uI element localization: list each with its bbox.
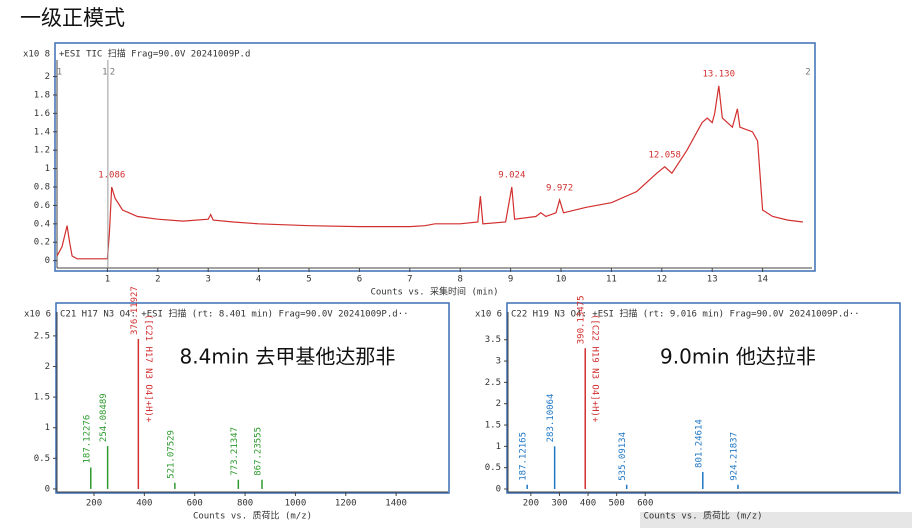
range-marker: 2 <box>110 68 115 78</box>
peak-label: 773.21347 <box>230 427 240 476</box>
x-tick-label: 600 <box>637 499 653 509</box>
x-tick-label: 2 <box>155 275 160 285</box>
range-marker: 1 <box>57 68 62 78</box>
peak-label: 924.21837 <box>729 432 739 481</box>
page-title: 一级正模式 <box>20 6 125 30</box>
y-tick-label: 0 <box>45 484 50 494</box>
y-multiplier: x10 6 <box>24 310 51 320</box>
x-tick-label: 6 <box>357 275 362 285</box>
y-tick-label: 0 <box>45 256 50 266</box>
x-tick-label: 600 <box>187 499 203 509</box>
x-tick-label: 12 <box>656 275 667 285</box>
x-tick-label: 8 <box>457 275 462 285</box>
chart-frame <box>55 302 450 494</box>
x-tick-label: 1 <box>105 275 110 285</box>
peak-label: 9.024 <box>498 171 525 181</box>
formula-label: ([C22 H19 N3 O4]+H)+ <box>590 314 600 423</box>
y-tick-label: 3 <box>496 357 501 367</box>
x-tick-label: 500 <box>609 499 625 509</box>
y-tick-label: 0.2 <box>34 238 50 248</box>
x-tick-label: 13 <box>707 275 718 285</box>
x-tick-label: 7 <box>407 275 412 285</box>
y-tick-label: 0.5 <box>34 454 50 464</box>
y-tick-label: 2 <box>45 362 50 372</box>
y-tick-label: 1.2 <box>34 146 50 156</box>
peak-label: 376.11927 <box>130 286 140 335</box>
chart-title: C22 H19 N3 O4: +ESI 扫描 (rt: 9.016 min) F… <box>511 308 860 320</box>
peak-label: 283.10064 <box>546 394 556 443</box>
peak-label: 12.058 <box>648 150 681 160</box>
x-tick-label: 14 <box>757 275 768 285</box>
range-marker: 1 <box>102 68 107 78</box>
y-tick-label: 2.5 <box>34 331 50 341</box>
y-tick-label: 0.6 <box>34 201 50 211</box>
x-tick-label: 3 <box>205 275 210 285</box>
overlay-text: 9.0min 他达拉非 <box>660 345 816 369</box>
x-tick-label: 9 <box>508 275 513 285</box>
peak-label: 187.12165 <box>519 432 529 481</box>
peak-label: 187.12276 <box>82 415 92 464</box>
y-tick-label: 0.5 <box>485 463 501 473</box>
y-tick-label: 1 <box>45 423 50 433</box>
overlay-bar <box>640 512 912 528</box>
x-tick-label: 4 <box>256 275 261 285</box>
peak-label: 390.13475 <box>577 295 587 344</box>
x-tick-label: 400 <box>580 499 596 509</box>
x-axis-label: Counts vs. 质荷比 (m/z) <box>643 510 762 522</box>
peak-label: 867.23555 <box>254 427 264 476</box>
y-tick-label: 1.8 <box>34 90 50 100</box>
peak-label: 9.972 <box>546 183 573 193</box>
chart-frame <box>54 42 816 272</box>
x-tick-label: 200 <box>86 499 102 509</box>
x-tick-label: 200 <box>523 499 539 509</box>
y-tick-label: 0.4 <box>34 219 50 229</box>
x-tick-label: 1400 <box>385 499 407 509</box>
chart-title: +ESI TIC 扫描 Frag=90.0V 20241009P.d <box>59 48 250 60</box>
x-axis-label: Counts vs. 质荷比 (m/z) <box>193 510 312 522</box>
x-tick-label: 1000 <box>285 499 307 509</box>
peak-label: 254.08489 <box>99 393 109 442</box>
x-tick-label: 300 <box>551 499 567 509</box>
y-tick-label: 0 <box>496 485 501 495</box>
y-tick-label: 0.8 <box>34 183 50 193</box>
range-marker: 2 <box>805 68 810 78</box>
chart-frame <box>506 302 901 494</box>
peak-label: 13.130 <box>703 69 736 79</box>
y-tick-label: 2 <box>496 399 501 409</box>
y-tick-label: 2 <box>45 72 50 82</box>
y-tick-label: 1 <box>45 164 50 174</box>
x-tick-label: 1200 <box>335 499 357 509</box>
peak-label: 521.07529 <box>166 430 176 479</box>
y-tick-label: 1 <box>496 442 501 452</box>
x-axis-label: Counts vs. 采集时间 (min) <box>370 286 498 298</box>
peak-label: 535.09134 <box>618 432 628 481</box>
y-multiplier: x10 8 <box>23 50 50 60</box>
peak-label: 1.086 <box>98 171 125 181</box>
formula-label: ([C21 H17 N3 O4]+H)+ <box>143 314 153 423</box>
tic-line <box>56 85 803 260</box>
x-tick-label: 10 <box>556 275 567 285</box>
x-tick-label: 400 <box>136 499 152 509</box>
overlay-text: 8.4min 去甲基他达那非 <box>180 345 396 369</box>
x-tick-label: 800 <box>237 499 253 509</box>
y-tick-label: 1.5 <box>34 393 50 403</box>
x-tick-label: 5 <box>306 275 311 285</box>
y-tick-label: 2.5 <box>485 378 501 388</box>
y-multiplier: x10 6 <box>475 310 502 320</box>
y-tick-label: 1.4 <box>34 127 50 137</box>
y-tick-label: 1.5 <box>485 421 501 431</box>
y-tick-label: 3.5 <box>485 335 501 345</box>
chart-title: C21 H17 N3 O4: +ESI 扫描 (rt: 8.401 min) F… <box>60 308 409 320</box>
x-tick-label: 11 <box>606 275 617 285</box>
peak-label: 801.24614 <box>694 419 704 468</box>
y-tick-label: 1.6 <box>34 109 50 119</box>
